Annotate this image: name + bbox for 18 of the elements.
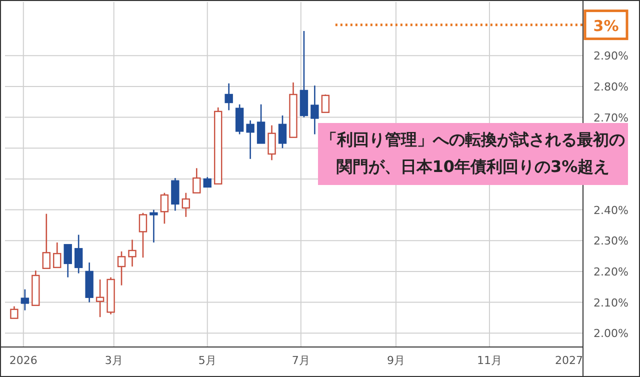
annotation: 「利回り管理」への転換が試される最初の	[321, 130, 625, 149]
y-tick-label: 2.10%	[594, 296, 628, 310]
x-tick-label: 3月	[104, 354, 123, 367]
y-tick-label: 2.00%	[594, 327, 628, 340]
y-tick-label: 2.70%	[594, 111, 628, 124]
x-tick-label: 2027	[555, 354, 583, 367]
y-tick-label: 2.80%	[594, 80, 628, 94]
x-tick-label: 5月	[198, 354, 216, 367]
y-tick-label: 2.20%	[594, 265, 628, 278]
x-tick-label: 2026	[9, 354, 38, 367]
x-tick-label: 11月	[476, 354, 502, 367]
ref-line-label: 3%	[593, 16, 619, 35]
y-tick-label: 2.90%	[594, 50, 628, 63]
x-tick-label: 7月	[292, 354, 310, 367]
annotation: 関門が、日本10年債利回りの3%超え	[336, 157, 610, 176]
y-tick-label: 2.30%	[594, 234, 628, 248]
x-tick-label: 9月	[386, 354, 405, 367]
y-tick-label: 2.40%	[594, 204, 628, 217]
